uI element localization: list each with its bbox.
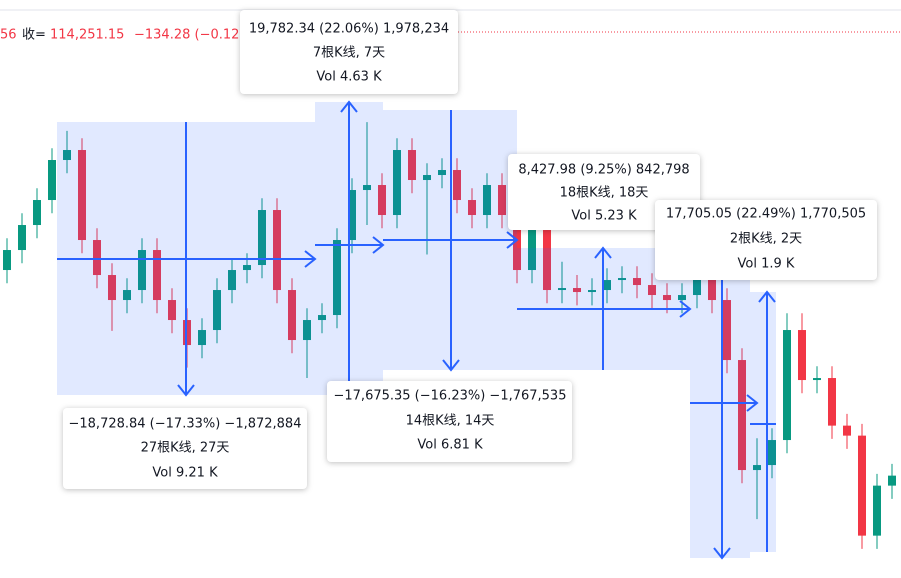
candle-body (33, 200, 41, 226)
candle-body (753, 465, 761, 471)
candle-body (273, 210, 281, 291)
candle-body (588, 290, 596, 293)
close-label: 收= (22, 28, 46, 43)
candle-body (153, 250, 161, 301)
measure-line: Vol 1.9 K (738, 257, 795, 272)
measure-line: 17,705.05 (22.49%) 1,770,505 (666, 207, 866, 222)
candle-body (453, 170, 461, 201)
measure-line: 14根K线, 14天 (406, 414, 495, 429)
candle-body (78, 150, 86, 241)
arrow (690, 268, 759, 560)
candle-body (798, 330, 806, 381)
candle-body (648, 285, 656, 296)
candle-body (363, 185, 371, 191)
candle-body (93, 240, 101, 276)
measure-labels: 19,782.34 (22.06%) 1,978,234 7根K线, 7天 Vo… (63, 10, 877, 489)
measure-line: 2根K线, 2天 (730, 232, 802, 247)
candle-body (438, 170, 446, 176)
candle-body (888, 475, 896, 486)
measure-line: −18,728.84 (−17.33%) −1,872,884 (69, 417, 302, 432)
candle-body (693, 270, 701, 296)
candle-body (543, 230, 551, 291)
measure-label-box (655, 200, 877, 280)
candle-body (468, 200, 476, 216)
candle-body (198, 330, 206, 346)
candle-body (213, 290, 221, 331)
arrow (383, 110, 519, 372)
arrow (315, 100, 385, 395)
arrow (750, 290, 776, 552)
candle-body (513, 215, 521, 271)
candle-body (408, 150, 416, 181)
candle-body (288, 290, 296, 341)
candle-body (378, 185, 386, 216)
measure-label-box (63, 408, 307, 489)
candle-body (3, 250, 11, 271)
header: 56 收= 114,251.15 −134.28 (−0.12%) (0, 16, 300, 43)
candle-body (663, 295, 671, 301)
candle-body (708, 270, 716, 301)
candle-body (873, 485, 881, 536)
measure-arrows (57, 100, 776, 560)
candle-body (783, 330, 791, 441)
candle-body (348, 190, 356, 241)
measure-label-box (327, 381, 572, 462)
candle-body (258, 210, 266, 266)
measure-line: Vol 6.81 K (417, 438, 483, 453)
measure-area (750, 292, 776, 552)
candle-body (303, 320, 311, 341)
candle-body (813, 378, 821, 381)
header-prefix: 56 (0, 28, 17, 43)
candle-body (318, 315, 326, 321)
measure-line: Vol 9.21 K (152, 466, 218, 481)
candle-body (558, 288, 566, 291)
candle-body (138, 250, 146, 291)
candle-body (858, 435, 866, 536)
candle-body (48, 160, 56, 201)
measure-label-box (508, 154, 700, 230)
measure-line: −17,675.35 (−16.23%) −1,767,535 (334, 389, 567, 404)
measure-line: Vol 5.23 K (571, 209, 637, 224)
candle-body (63, 150, 71, 161)
candle-body (528, 230, 536, 271)
candle-body (123, 290, 131, 301)
candle-body (483, 185, 491, 216)
measure-line: 27根K线, 27天 (141, 441, 230, 456)
candle-body (393, 150, 401, 216)
measure-line: 7根K线, 7天 (313, 46, 385, 61)
change-value: −134.28 (−0.12%) (134, 28, 257, 43)
measure-area (690, 268, 750, 558)
measure-line: 18根K线, 18天 (560, 186, 649, 201)
candle-body (498, 185, 506, 216)
candle-body (768, 440, 776, 466)
candle-body (573, 288, 581, 293)
candle-body (633, 278, 641, 286)
measure-line: Vol 4.63 K (316, 70, 382, 85)
candle-body (603, 280, 611, 291)
candle-body (168, 300, 176, 321)
candle-body (843, 425, 851, 436)
header-bg (0, 16, 300, 38)
candle-body (738, 360, 746, 471)
candle-body (18, 225, 26, 251)
candle-body (333, 240, 341, 316)
candle-body (678, 295, 686, 301)
measure-line: 8,427.98 (9.25%) 842,798 (518, 163, 689, 178)
measure-line: 19,782.34 (22.06%) 1,978,234 (249, 22, 449, 37)
arrow (517, 246, 692, 370)
candle-body (723, 300, 731, 361)
candle-body (423, 175, 431, 181)
candle-body (108, 275, 116, 301)
candle-body (618, 278, 626, 281)
candle-body (243, 265, 251, 271)
candle-body (828, 378, 836, 426)
close-value: 114,251.15 (50, 28, 124, 43)
candle-body (228, 270, 236, 291)
measure-label-box (240, 10, 458, 94)
arrow (57, 122, 317, 397)
